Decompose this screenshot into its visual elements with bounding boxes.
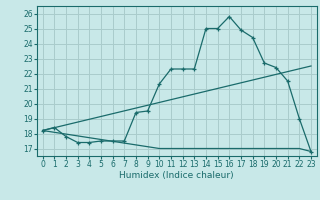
X-axis label: Humidex (Indice chaleur): Humidex (Indice chaleur): [119, 171, 234, 180]
